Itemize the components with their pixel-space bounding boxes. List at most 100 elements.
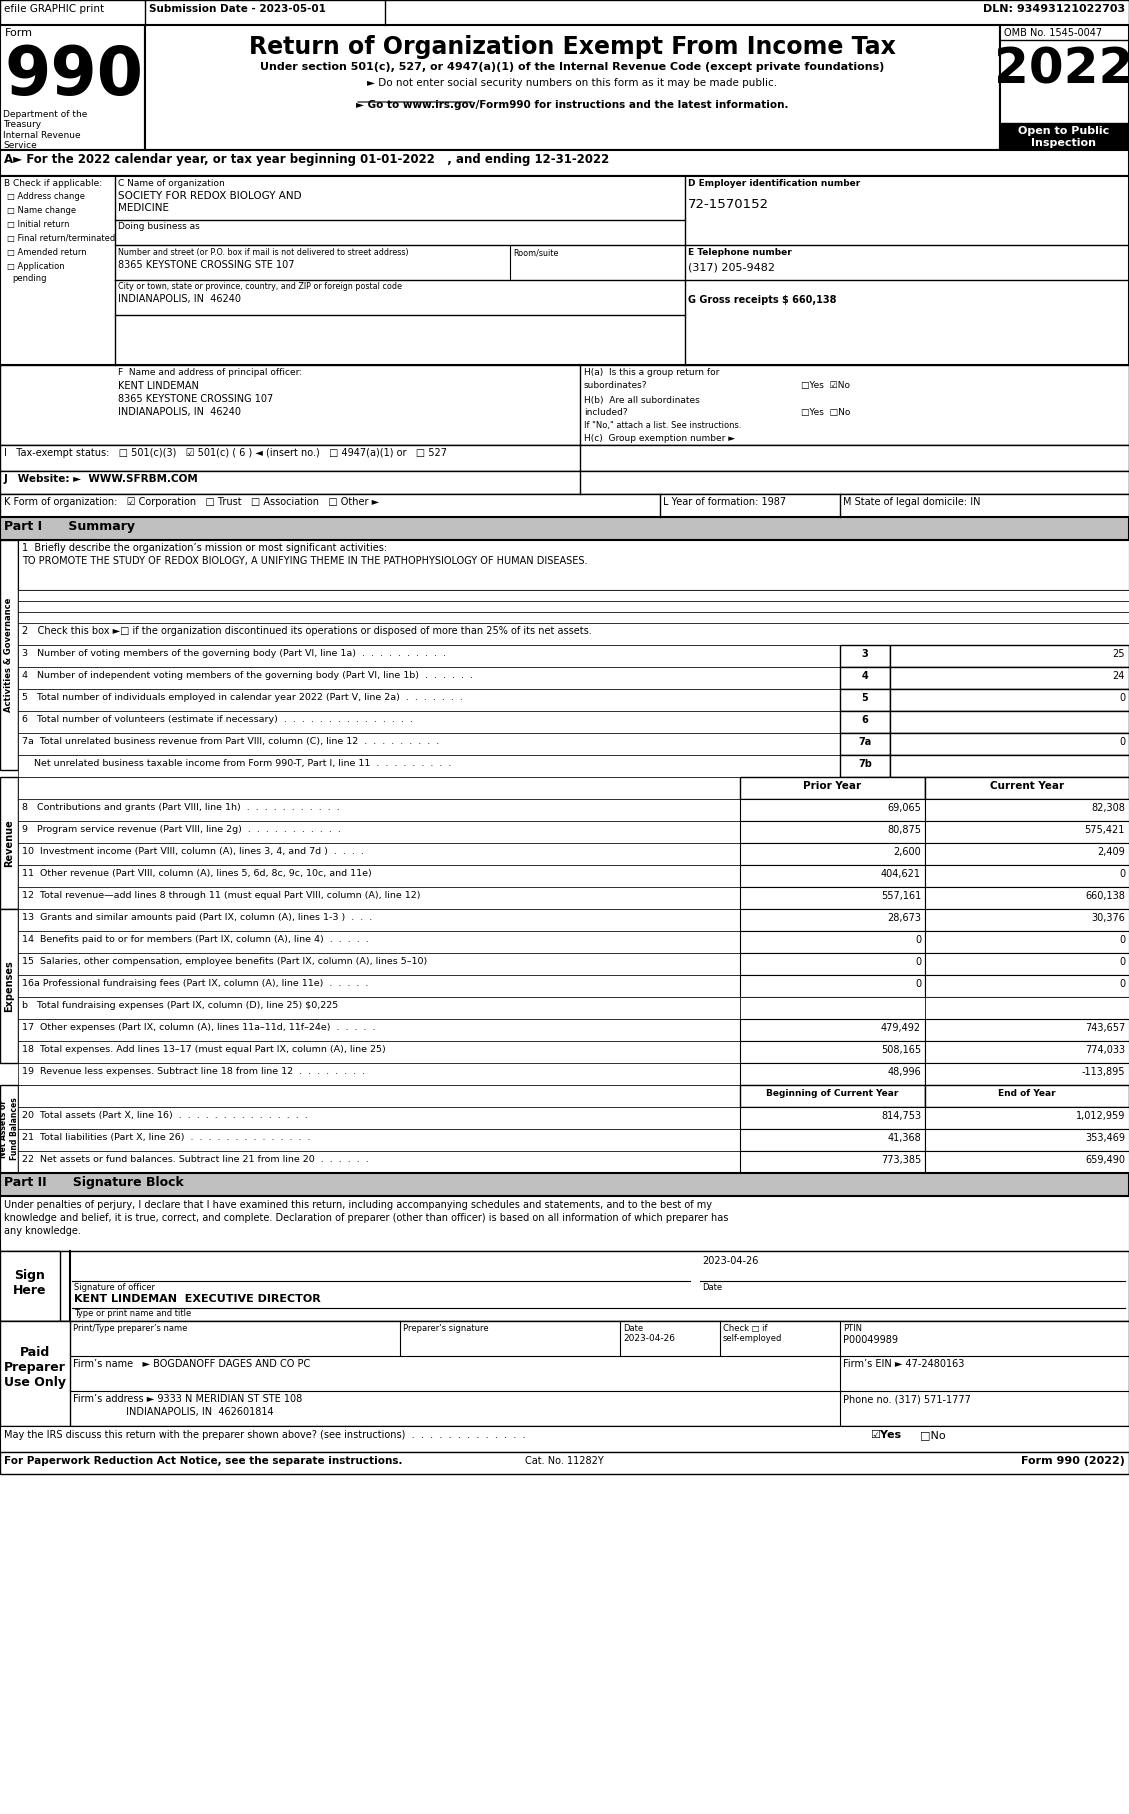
Text: 28,673: 28,673 xyxy=(887,912,921,923)
Text: A► For the 2022 calendar year, or tax year beginning 01-01-2022   , and ending 1: A► For the 2022 calendar year, or tax ye… xyxy=(5,152,610,167)
Text: 404,621: 404,621 xyxy=(881,869,921,880)
Text: 0: 0 xyxy=(1119,934,1124,945)
Bar xyxy=(18,1041,739,1063)
Text: Form 990 (2022): Form 990 (2022) xyxy=(1021,1457,1124,1466)
Text: 2023-04-26: 2023-04-26 xyxy=(702,1255,759,1266)
Text: 1  Briefly describe the organization’s mission or most significant activities:: 1 Briefly describe the organization’s mi… xyxy=(21,542,387,553)
Text: Net unrelated business taxable income from Form 990-T, Part I, line 11  .  .  . : Net unrelated business taxable income fr… xyxy=(21,758,452,767)
Bar xyxy=(739,798,925,822)
Bar xyxy=(890,646,1129,668)
Bar xyxy=(840,646,890,668)
Bar xyxy=(739,1107,925,1128)
Text: b   Total fundraising expenses (Part IX, column (D), line 25) $0,225: b Total fundraising expenses (Part IX, c… xyxy=(21,1001,339,1010)
Bar xyxy=(739,1063,925,1085)
Text: 774,033: 774,033 xyxy=(1085,1045,1124,1056)
Bar xyxy=(18,887,739,909)
Bar xyxy=(739,952,925,974)
Text: 4: 4 xyxy=(861,671,868,680)
Text: 0: 0 xyxy=(914,980,921,989)
Bar xyxy=(18,1063,739,1085)
Text: INDIANAPOLIS, IN  46240: INDIANAPOLIS, IN 46240 xyxy=(119,406,240,417)
Text: P00049989: P00049989 xyxy=(843,1335,898,1344)
Text: 16a Professional fundraising fees (Part IX, column (A), line 11e)  .  .  .  .  .: 16a Professional fundraising fees (Part … xyxy=(21,980,368,989)
Bar xyxy=(925,1152,1129,1174)
Bar xyxy=(925,844,1129,865)
Bar xyxy=(18,733,1129,755)
Text: Firm’s EIN ► 47-2480163: Firm’s EIN ► 47-2480163 xyxy=(843,1359,964,1370)
Text: □Yes  ☑No: □Yes ☑No xyxy=(800,381,850,390)
Text: 6: 6 xyxy=(861,715,868,726)
Bar xyxy=(925,1041,1129,1063)
Bar xyxy=(0,151,1129,176)
Bar xyxy=(0,1174,1129,1195)
Bar xyxy=(925,974,1129,998)
Bar xyxy=(18,1152,739,1174)
Text: 0: 0 xyxy=(1119,693,1124,704)
Bar xyxy=(925,931,1129,952)
Text: I   Tax-exempt status:   □ 501(c)(3)   ☑ 501(c) ( 6 ) ◄ (insert no.)   □ 4947(a): I Tax-exempt status: □ 501(c)(3) ☑ 501(c… xyxy=(5,448,447,457)
Bar xyxy=(925,887,1129,909)
Bar xyxy=(18,952,739,974)
Text: 13  Grants and similar amounts paid (Part IX, column (A), lines 1-3 )  .  .  .: 13 Grants and similar amounts paid (Part… xyxy=(21,912,373,922)
Text: Firm’s address ► 9333 N MERIDIAN ST STE 108: Firm’s address ► 9333 N MERIDIAN ST STE … xyxy=(73,1393,303,1404)
Text: Beginning of Current Year: Beginning of Current Year xyxy=(765,1088,899,1097)
Text: 8   Contributions and grants (Part VIII, line 1h)  .  .  .  .  .  .  .  .  .  . : 8 Contributions and grants (Part VIII, l… xyxy=(21,804,340,813)
Bar xyxy=(890,733,1129,755)
Text: Date: Date xyxy=(702,1282,723,1292)
Text: 20  Total assets (Part X, line 16)  .  .  .  .  .  .  .  .  .  .  .  .  .  .  .: 20 Total assets (Part X, line 16) . . . … xyxy=(21,1110,308,1119)
Text: OMB No. 1545-0047: OMB No. 1545-0047 xyxy=(1004,27,1102,38)
Text: SOCIETY FOR REDOX BIOLOGY AND
MEDICINE: SOCIETY FOR REDOX BIOLOGY AND MEDICINE xyxy=(119,190,301,212)
Text: pending: pending xyxy=(12,274,46,283)
Bar xyxy=(18,931,739,952)
Text: Print/Type preparer’s name: Print/Type preparer’s name xyxy=(73,1324,187,1333)
Text: K Form of organization:   ☑ Corporation   □ Trust   □ Association   □ Other ►: K Form of organization: ☑ Corporation □ … xyxy=(5,497,379,506)
Bar xyxy=(0,1085,18,1174)
Text: -113,895: -113,895 xyxy=(1082,1067,1124,1078)
Text: 18  Total expenses. Add lines 13–17 (must equal Part IX, column (A), line 25): 18 Total expenses. Add lines 13–17 (must… xyxy=(21,1045,386,1054)
Text: 17  Other expenses (Part IX, column (A), lines 11a–11d, 11f–24e)  .  .  .  .  .: 17 Other expenses (Part IX, column (A), … xyxy=(21,1023,376,1032)
Text: Under penalties of perjury, I declare that I have examined this return, includin: Under penalties of perjury, I declare th… xyxy=(5,1201,712,1210)
Text: 9   Program service revenue (Part VIII, line 2g)  .  .  .  .  .  .  .  .  .  .  : 9 Program service revenue (Part VIII, li… xyxy=(21,825,341,834)
Bar xyxy=(890,668,1129,689)
Bar xyxy=(840,733,890,755)
Text: 4   Number of independent voting members of the governing body (Part VI, line 1b: 4 Number of independent voting members o… xyxy=(21,671,473,680)
Bar xyxy=(925,865,1129,887)
Text: INDIANAPOLIS, IN  46240: INDIANAPOLIS, IN 46240 xyxy=(119,294,240,305)
Text: Part II      Signature Block: Part II Signature Block xyxy=(5,1175,184,1188)
Bar xyxy=(890,755,1129,776)
Text: Revenue: Revenue xyxy=(5,820,14,867)
Bar xyxy=(840,689,890,711)
Text: 21  Total liabilities (Part X, line 26)  .  .  .  .  .  .  .  .  .  .  .  .  .  : 21 Total liabilities (Part X, line 26) .… xyxy=(21,1134,310,1143)
Bar xyxy=(739,887,925,909)
Text: 7a: 7a xyxy=(858,736,872,747)
Text: Room/suite: Room/suite xyxy=(513,249,559,258)
Bar xyxy=(18,541,1129,590)
Bar xyxy=(925,822,1129,844)
Text: 814,753: 814,753 xyxy=(881,1110,921,1121)
Text: □ Final return/terminated: □ Final return/terminated xyxy=(7,234,115,243)
Text: 508,165: 508,165 xyxy=(881,1045,921,1056)
Text: 12  Total revenue—add lines 8 through 11 (must equal Part VIII, column (A), line: 12 Total revenue—add lines 8 through 11 … xyxy=(21,891,420,900)
Text: KENT LINDEMAN: KENT LINDEMAN xyxy=(119,381,199,392)
Text: 14  Benefits paid to or for members (Part IX, column (A), line 4)  .  .  .  .  .: 14 Benefits paid to or for members (Part… xyxy=(21,934,369,943)
Bar xyxy=(739,1128,925,1152)
Text: any knowledge.: any knowledge. xyxy=(5,1226,81,1235)
Text: □No: □No xyxy=(920,1429,946,1440)
Bar xyxy=(18,689,1129,711)
Text: 0: 0 xyxy=(1119,869,1124,880)
Text: Cat. No. 11282Y: Cat. No. 11282Y xyxy=(525,1457,603,1466)
Bar xyxy=(739,1152,925,1174)
Text: □ Application: □ Application xyxy=(7,261,64,270)
Text: 0: 0 xyxy=(1119,980,1124,989)
Text: 0: 0 xyxy=(1119,958,1124,967)
Bar xyxy=(890,689,1129,711)
Text: Preparer’s signature: Preparer’s signature xyxy=(403,1324,489,1333)
Text: May the IRS discuss this return with the preparer shown above? (see instructions: May the IRS discuss this return with the… xyxy=(5,1429,526,1440)
Text: For Paperwork Reduction Act Notice, see the separate instructions.: For Paperwork Reduction Act Notice, see … xyxy=(5,1457,403,1466)
Text: 82,308: 82,308 xyxy=(1091,804,1124,813)
Bar xyxy=(0,1321,1129,1426)
Bar xyxy=(0,1451,1129,1475)
Text: If "No," attach a list. See instructions.: If "No," attach a list. See instructions… xyxy=(584,421,742,430)
Text: □Yes  □No: □Yes □No xyxy=(800,408,850,417)
Text: (317) 205-9482: (317) 205-9482 xyxy=(688,263,774,272)
